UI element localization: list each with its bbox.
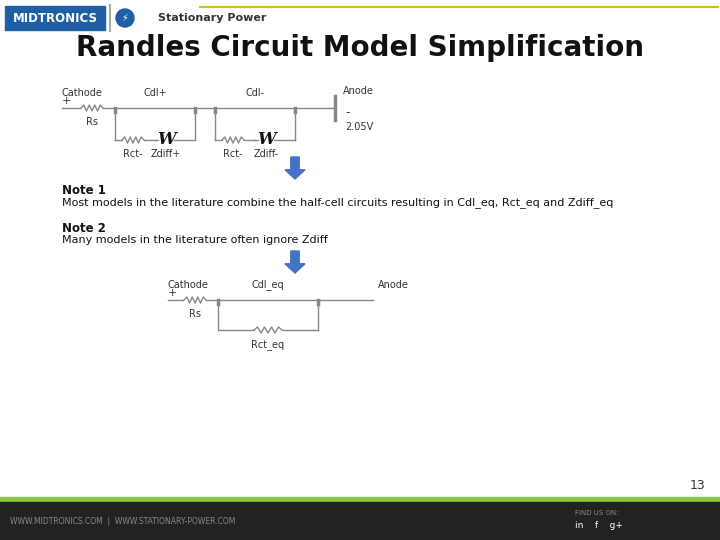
Text: Zdiff+: Zdiff+	[151, 149, 181, 159]
Text: Randles Circuit Model Simplification: Randles Circuit Model Simplification	[76, 34, 644, 62]
Text: W: W	[257, 131, 275, 147]
Text: Many models in the literature often ignore Zdiff: Many models in the literature often igno…	[62, 235, 328, 245]
Text: +: +	[168, 288, 177, 298]
Text: Stationary Power: Stationary Power	[158, 13, 266, 23]
Text: Cathode: Cathode	[62, 88, 103, 98]
Text: Rct-: Rct-	[223, 149, 243, 159]
Text: Most models in the literature combine the half-cell circuits resulting in Cdl_eq: Most models in the literature combine th…	[62, 197, 613, 208]
Text: W: W	[157, 131, 175, 147]
Text: -: -	[345, 106, 349, 119]
Text: +: +	[62, 96, 71, 106]
Text: FIND US ON:: FIND US ON:	[575, 510, 618, 516]
Bar	[0, 497, 720, 502]
Circle shape	[116, 9, 134, 27]
Text: in    f    g+: in f g+	[575, 521, 623, 530]
Text: Note 2: Note 2	[62, 222, 106, 235]
Text: Anode: Anode	[343, 86, 374, 96]
Text: Cdl_eq: Cdl_eq	[252, 279, 284, 290]
Text: 2.05V: 2.05V	[345, 122, 373, 132]
Text: 13: 13	[690, 479, 706, 492]
Text: MIDTRONICS: MIDTRONICS	[12, 11, 97, 24]
Text: Rs: Rs	[189, 309, 201, 319]
Polygon shape	[285, 251, 305, 273]
Text: Cdl+: Cdl+	[143, 88, 167, 98]
Text: Zdiff-: Zdiff-	[253, 149, 279, 159]
Text: Cathode: Cathode	[168, 280, 209, 290]
Bar	[5, 6, 105, 30]
Text: Anode: Anode	[378, 280, 409, 290]
Text: Note 1: Note 1	[62, 184, 106, 197]
Polygon shape	[285, 157, 305, 179]
Text: Rct-: Rct-	[123, 149, 143, 159]
Text: Rs: Rs	[86, 117, 98, 127]
Bar	[0, 502, 720, 540]
Text: ⚡: ⚡	[122, 13, 128, 23]
Text: Cdl-: Cdl-	[246, 88, 264, 98]
Text: WWW.MIDTRONICS.COM  |  WWW.STATIONARY-POWER.COM: WWW.MIDTRONICS.COM | WWW.STATIONARY-POWE…	[10, 516, 235, 525]
Text: Rct_eq: Rct_eq	[251, 339, 284, 350]
